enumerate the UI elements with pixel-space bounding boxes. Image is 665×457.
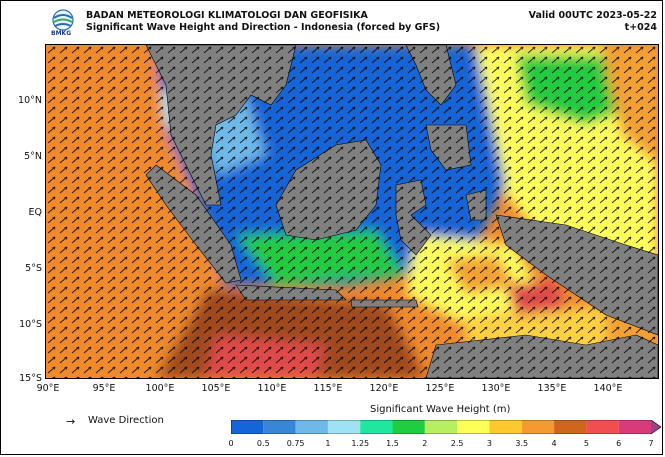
colorbar-tick-label: 1.5 (386, 439, 399, 448)
agency-name: BADAN METEOROLOGI KLIMATOLOGI DAN GEOFIS… (86, 10, 368, 21)
map-canvas (46, 45, 658, 378)
arrow-legend-icon: → (66, 415, 76, 428)
colorbar (231, 420, 661, 434)
valid-date: Valid 00UTC 2023-05-22 (528, 10, 657, 21)
map-subtitle: Significant Wave Height and Direction - … (86, 22, 441, 33)
wave-direction-arrows (46, 45, 658, 378)
lon-label-120e: 120°E (369, 383, 399, 394)
page-title: BADAN METEOROLOGI KLIMATOLOGI DAN GEOFIS… (86, 10, 440, 34)
wave-height-map (45, 44, 659, 379)
colorbar-tick-label: 1 (325, 439, 331, 448)
colorbar-tick-label: 7 (648, 439, 654, 448)
colorbar-segment (586, 420, 619, 434)
colorbar-tick-label: 0.75 (286, 439, 305, 448)
colorbar-segment (424, 420, 458, 434)
lon-label-100e: 100°E (145, 383, 175, 394)
lat-label-15s: 15°S (19, 373, 42, 384)
colorbar-segment (392, 420, 425, 434)
colorbar-extend-arrow (651, 420, 661, 434)
colorbar-segment (360, 420, 393, 434)
lon-label-135e: 135°E (537, 383, 567, 394)
colorbar-segment (618, 420, 651, 434)
colorbar-segment (295, 420, 328, 434)
lead-time: t+024 (624, 22, 657, 33)
colorbar-segment (489, 420, 522, 434)
lon-label-95e: 95°E (92, 383, 116, 394)
colorbar-segment (327, 420, 361, 434)
bmkg-logo (52, 9, 74, 31)
lat-label-5n: 5°N (24, 151, 42, 162)
lon-label-140e: 140°E (593, 383, 623, 394)
lat-label-eq: EQ (28, 207, 42, 218)
colorbar-tick-label: 5 (583, 439, 589, 448)
colorbar-segment (457, 420, 490, 434)
colorbar-tick-label: 4 (551, 439, 557, 448)
lon-label-115e: 115°E (313, 383, 343, 394)
logo-text: BMKG (51, 30, 72, 37)
lat-label-10n: 10°N (18, 95, 42, 106)
colorbar-tick-label: 2.5 (450, 439, 464, 448)
colorbar-segment (521, 420, 555, 434)
lon-label-125e: 125°E (425, 383, 455, 394)
lon-label-105e: 105°E (201, 383, 231, 394)
lat-label-10s: 10°S (19, 319, 42, 330)
arrow-legend-label: Wave Direction (88, 415, 164, 426)
colorbar-segment (231, 420, 264, 434)
lat-label-5s: 5°S (25, 263, 42, 274)
colorbar-tick-label: 6 (616, 439, 622, 448)
colorbar-tick-label: 3 (486, 439, 492, 448)
lon-label-90e: 90°E (36, 383, 60, 394)
colorbar-title: Significant Wave Height (m) (370, 404, 511, 415)
colorbar-tick-label: 0 (228, 439, 234, 448)
colorbar-tick-label: 2 (422, 439, 428, 448)
colorbar-segment (263, 420, 296, 434)
colorbar-segment (554, 420, 587, 434)
colorbar-tick-label: 3.5 (515, 439, 529, 448)
colorbar-tick-label: 1.25 (351, 439, 370, 448)
valid-time: Valid 00UTC 2023-05-22 t+024 (529, 10, 657, 34)
lon-label-130e: 130°E (481, 383, 511, 394)
colorbar-tick-label: 0.5 (256, 439, 270, 448)
lon-label-110e: 110°E (257, 383, 287, 394)
